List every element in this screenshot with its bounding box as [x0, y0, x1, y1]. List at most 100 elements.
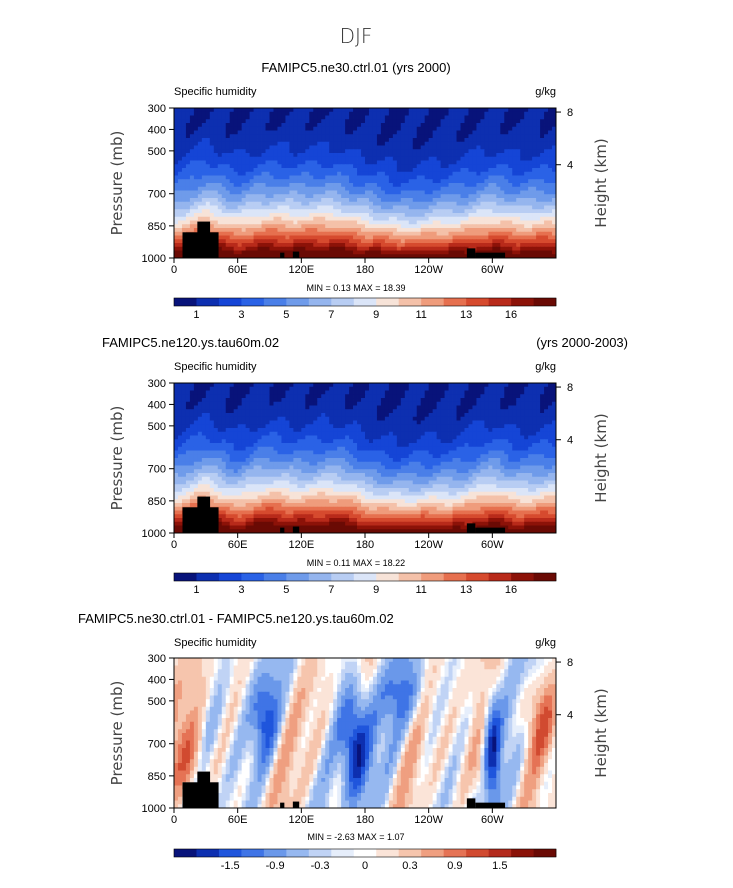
heatmap-cell [428, 413, 434, 418]
heatmap-cell [424, 228, 430, 233]
heatmap-cell [361, 111, 366, 116]
heatmap-cell [516, 198, 521, 203]
heatmap-cell [309, 235, 314, 240]
heatmap-cell [440, 246, 445, 251]
heatmap-cell [484, 201, 489, 206]
heatmap-cell [464, 250, 469, 255]
heatmap-cell [189, 183, 195, 188]
heatmap-cell [245, 164, 251, 169]
heatmap-cell [265, 145, 270, 150]
heatmap-cell [452, 134, 457, 139]
heatmap-cell [197, 123, 203, 128]
heatmap-cell [488, 216, 493, 221]
heatmap-cell [492, 115, 497, 120]
heatmap-cell [404, 250, 410, 255]
heatmap-cell [536, 168, 541, 173]
heatmap-cell [273, 231, 278, 236]
heatmap-cell [281, 228, 286, 233]
heatmap-cell [245, 175, 251, 180]
heatmap-cell [532, 168, 537, 173]
heatmap-cell [384, 216, 390, 221]
heatmap-cell [349, 149, 354, 154]
heatmap-cell [440, 201, 445, 206]
heatmap-cell [265, 235, 270, 240]
heatmap-cell [281, 390, 286, 395]
heatmap-cell [540, 239, 545, 244]
heatmap-cell [428, 409, 434, 414]
heatmap-cell [289, 383, 294, 388]
heatmap-cell [496, 186, 501, 191]
heatmap-cell [185, 156, 191, 161]
heatmap-cell [388, 201, 394, 206]
heatmap-cell [468, 123, 473, 128]
heatmap-cell [552, 145, 557, 150]
heatmap-cell [528, 119, 533, 124]
heatmap-cell [428, 179, 434, 184]
heatmap-cell [229, 134, 235, 139]
heatmap-cell [193, 156, 199, 161]
heatmap-cell [444, 149, 449, 154]
heatmap-cell [520, 398, 525, 403]
heatmap-cell [428, 190, 434, 195]
heatmap-cell [365, 231, 370, 236]
heatmap-cell [460, 213, 465, 218]
heatmap-cell [365, 111, 370, 116]
heatmap-cell [321, 175, 326, 180]
heatmap-cell [372, 390, 378, 395]
heatmap-cell [468, 145, 473, 150]
heatmap-cell [516, 145, 521, 150]
heatmap-cell [181, 220, 187, 225]
heatmap-cell [257, 235, 262, 240]
heatmap-cell [289, 141, 294, 146]
heatmap-cell [197, 111, 203, 116]
heatmap-cell [237, 115, 243, 120]
heatmap-cell [261, 201, 266, 206]
heatmap-cell [305, 228, 310, 233]
heatmap-cell [217, 119, 223, 124]
heatmap-cell [209, 198, 215, 203]
heatmap-cell [492, 183, 497, 188]
heatmap-cell [524, 134, 529, 139]
heatmap-cell [317, 250, 322, 255]
heatmap-cell [325, 119, 330, 124]
heatmap-cell [261, 156, 266, 161]
heatmap-cell [353, 220, 358, 225]
heatmap-cell [209, 413, 215, 418]
heatmap-cell [201, 160, 207, 165]
heatmap-cell [189, 171, 195, 176]
heatmap-cell [496, 228, 501, 233]
heatmap-cell [528, 235, 533, 240]
heatmap-cell [349, 201, 354, 206]
heatmap-cell [174, 213, 179, 218]
heatmap-cell [428, 108, 434, 113]
heatmap-cell [440, 115, 445, 120]
heatmap-cell [440, 164, 445, 169]
heatmap-cell [472, 243, 477, 248]
heatmap-cell [508, 409, 513, 414]
heatmap-cell [333, 394, 338, 399]
heatmap-cell [293, 224, 298, 229]
heatmap-cell [396, 409, 402, 414]
heatmap-cell [329, 413, 334, 418]
heatmap-cell [233, 401, 239, 406]
heatmap-cell [174, 420, 179, 425]
heatmap-cell [432, 383, 438, 388]
heatmap-cell [297, 164, 302, 169]
heatmap-cell [408, 398, 414, 403]
heatmap-cell [281, 220, 286, 225]
heatmap-cell [193, 164, 199, 169]
heatmap-cell [233, 138, 239, 143]
heatmap-cell [321, 164, 326, 169]
heatmap-cell [253, 420, 258, 425]
heatmap-cell [241, 390, 247, 395]
heatmap-cell [412, 394, 418, 399]
heatmap-cell [396, 145, 402, 150]
heatmap-cell [480, 186, 485, 191]
heatmap-cell [185, 108, 191, 113]
heatmap-cell [241, 420, 247, 425]
heatmap-cell [337, 130, 342, 135]
heatmap-cell [444, 153, 449, 158]
heatmap-cell [428, 168, 434, 173]
heatmap-cell [416, 179, 422, 184]
heatmap-cell [424, 383, 430, 388]
